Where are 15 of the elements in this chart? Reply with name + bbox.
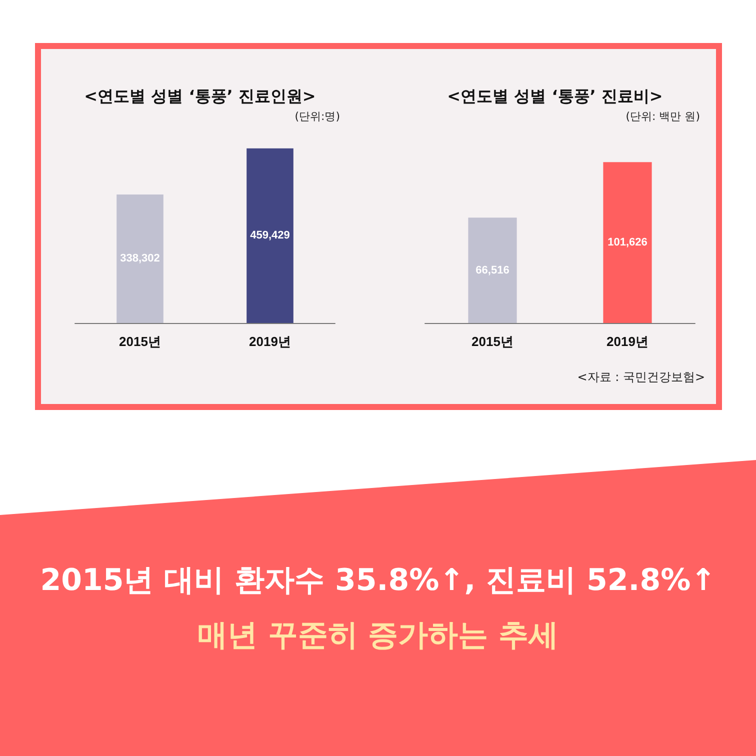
data-label: 338,302 <box>120 252 160 265</box>
chart-subtitle: (단위: 백만 원) <box>626 110 700 123</box>
x-tick-label: 2019년 <box>249 334 291 349</box>
x-tick-label: 2019년 <box>606 334 648 349</box>
chart-subtitle: (단위:명) <box>294 110 340 123</box>
x-tick-label: 2015년 <box>119 334 161 349</box>
text: <자료 : 국민건강보험> <box>577 370 705 384</box>
data-label: 459,429 <box>250 230 290 242</box>
x-tick-label: 2015년 <box>472 334 514 349</box>
data-label: 101,626 <box>608 236 648 249</box>
text: 2015년 대비 환자수 35.8%↑, 진료비 52.8%↑ <box>39 562 717 600</box>
chart-title: <연도별 성별 ‘통풍’ 진료비> <box>447 86 663 106</box>
text: 매년 꾸준히 증가하는 추세 <box>196 617 560 655</box>
chart-title: <연도별 성별 ‘통풍’ 진료인원> <box>84 86 316 106</box>
data-label: 66,516 <box>476 264 510 276</box>
